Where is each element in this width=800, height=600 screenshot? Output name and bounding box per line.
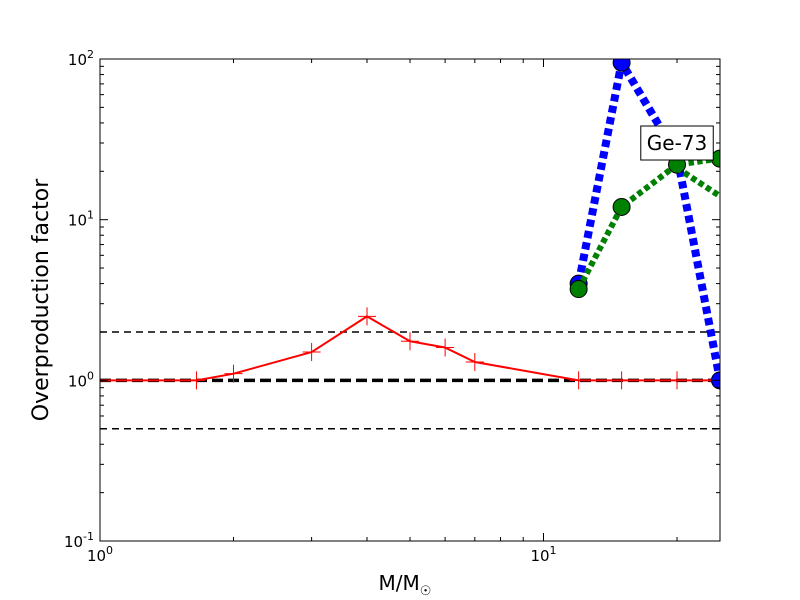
series-2-point <box>612 197 631 216</box>
y-tick-label: 100 <box>68 369 94 390</box>
series-0-point <box>302 343 321 362</box>
series-0-point <box>569 371 588 390</box>
series-2-line <box>575 155 720 291</box>
series-1 <box>569 59 720 390</box>
series-1-point <box>612 59 631 72</box>
series-0 <box>100 307 720 390</box>
series-0-point <box>224 364 243 383</box>
series-0-point <box>187 371 206 390</box>
series-0-point <box>668 371 687 390</box>
x-axis-label: M/M☉ <box>379 571 432 599</box>
annotation: Ge-73 <box>640 125 714 161</box>
series-0-point <box>612 371 631 390</box>
series-0-point <box>465 353 484 372</box>
y-axis-label: Overproduction factor <box>29 178 54 421</box>
x-tick-label: 100 <box>87 544 113 565</box>
y-tick-label: 101 <box>68 209 94 230</box>
series-0-point <box>358 307 377 326</box>
series-1-line <box>574 59 720 382</box>
x-axis-label-main: M/M <box>379 571 420 595</box>
series-layer <box>100 59 720 390</box>
series-2-point <box>569 280 588 299</box>
series-0-line <box>100 315 720 382</box>
plot-frame <box>99 58 721 542</box>
y-tick-label: 10-1 <box>64 530 94 551</box>
annotation-box <box>640 125 714 161</box>
y-tick-label: 102 <box>68 48 94 69</box>
annotation-label: Ge-73 <box>647 131 707 155</box>
x-tick-label: 101 <box>530 544 556 565</box>
series-0-point <box>401 332 419 351</box>
x-axis-label-subscript: ☉ <box>420 584 432 599</box>
series-0-point <box>436 338 455 357</box>
